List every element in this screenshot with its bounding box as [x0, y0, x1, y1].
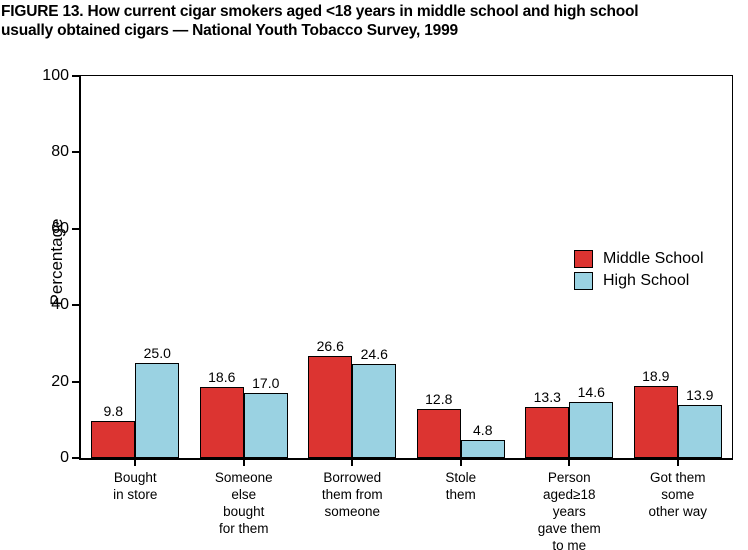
y-tick-label: 60	[51, 219, 69, 237]
y-tick-label: 80	[51, 143, 69, 161]
y-tick-label: 20	[51, 372, 69, 390]
bar-high-school	[460, 439, 505, 458]
category-label: Borrowed them from someone	[321, 470, 383, 519]
y-tick	[72, 304, 80, 307]
bar-value-label: 13.9	[686, 386, 714, 403]
bar-middle-school	[633, 385, 678, 458]
bar-high-school	[352, 364, 397, 458]
figure-title-line1: FIGURE 13. How current cigar smokers age…	[1, 3, 639, 20]
bar-value-label: 17.0	[252, 375, 280, 392]
legend-item-middle-school: Middle School	[574, 249, 704, 269]
legend-swatch-middle-school	[574, 250, 593, 268]
y-tick	[72, 227, 80, 230]
bar-value-label: 24.6	[360, 346, 388, 363]
bar-high-school	[243, 393, 288, 458]
bar-high-school	[135, 362, 180, 458]
bar-middle-school	[199, 386, 244, 458]
category-label: Someone else bought for them	[214, 470, 273, 536]
y-tick-label: 40	[51, 296, 69, 314]
category-label: Person aged≥18 years gave them to me	[537, 470, 601, 550]
legend-label-high-school: High School	[603, 272, 690, 289]
bar-high-school	[569, 402, 614, 458]
category-label: Bought in store	[113, 470, 158, 502]
x-tick	[242, 458, 245, 466]
plot-area: Middle School High School 9.8 18.6 26.6 12.8…	[42, 67, 733, 550]
bar-middle-school	[525, 407, 570, 458]
bar-middle-school	[91, 420, 136, 458]
bar-value-label: 26.6	[316, 338, 344, 355]
x-tick	[676, 458, 679, 466]
y-tick	[72, 380, 80, 383]
y-tick	[72, 151, 80, 154]
bar-middle-school	[416, 409, 461, 458]
legend-item-high-school: High School	[574, 271, 704, 291]
bar-value-label: 13.3	[533, 389, 561, 406]
bar-value-label: 4.8	[473, 421, 493, 438]
bar-value-label: 14.6	[577, 384, 605, 401]
x-tick	[351, 458, 354, 466]
x-tick	[134, 458, 137, 466]
bar-value-label: 18.6	[208, 368, 236, 385]
bar-value-label: 18.9	[642, 367, 670, 384]
category-label: Stole them	[445, 470, 477, 502]
bar-value-label: 12.8	[425, 391, 453, 408]
y-tick-label: 100	[42, 67, 69, 84]
legend: Middle School High School	[574, 249, 704, 293]
x-tick	[459, 458, 462, 466]
bar-high-school	[677, 404, 722, 458]
bar-value-label: 9.8	[103, 402, 123, 419]
x-tick	[568, 458, 571, 466]
category-label: Got them some other way	[648, 470, 708, 519]
y-tick	[72, 457, 80, 459]
y-tick-label: 0	[60, 449, 69, 466]
figure-title-line2: usually obtained cigars — National Youth…	[1, 22, 458, 39]
legend-label-middle-school: Middle School	[603, 250, 704, 267]
bar-value-label: 25.0	[143, 344, 171, 361]
bar-middle-school	[308, 356, 353, 458]
legend-swatch-high-school	[574, 272, 593, 290]
y-tick	[72, 75, 80, 77]
